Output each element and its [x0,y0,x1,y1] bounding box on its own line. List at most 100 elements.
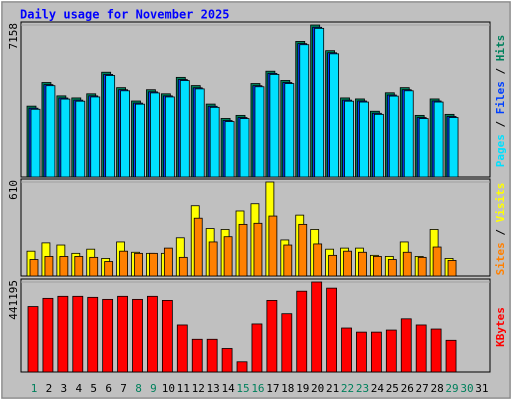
bar [281,313,293,373]
bar [221,348,233,373]
bar [283,244,293,277]
bar [89,256,99,277]
x-tick-label: 7 [120,382,127,395]
legend: Sites / Visits [494,183,507,276]
bar [117,295,128,373]
bar [224,121,235,178]
legend-separator: / [494,61,507,81]
x-tick-label: 27 [416,382,429,395]
bar [208,241,218,277]
bar [447,260,457,277]
legend-entry: Hits [494,35,507,62]
y-tick-label: 441195 [7,280,20,320]
x-tick-label: 30 [460,382,473,395]
x-tick-label: 23 [356,382,369,395]
bar [448,117,459,178]
y-tick-label: 7158 [7,23,20,50]
x-tick-label: 20 [311,382,324,395]
legend-entry: Visits [494,183,507,223]
x-tick-label: 14 [221,382,235,395]
x-tick-label: 28 [430,382,443,395]
bar [72,295,84,373]
x-tick-label: 19 [296,382,309,395]
bar [60,98,71,178]
x-tick-label: 6 [105,382,112,395]
bar [105,75,116,178]
x-tick-label: 4 [75,382,82,395]
bar [150,92,160,178]
legend: Pages / Files / Hits [494,35,507,168]
x-tick-label: 8 [135,382,142,395]
legend-entry: Files [494,81,507,114]
bar [238,223,248,277]
bar [194,88,205,178]
bar [236,361,248,373]
bar [206,338,218,373]
bar [135,103,145,178]
bar [119,250,128,277]
x-tick-label: 25 [386,382,399,395]
y-tick-label: 610 [7,180,20,200]
bar [402,251,412,277]
bar [104,261,114,277]
bar [251,323,263,373]
bar [358,251,367,277]
bar [415,324,427,373]
bar [254,86,265,178]
x-tick-label: 29 [445,382,458,395]
bar [329,53,340,178]
x-tick-label: 12 [192,382,205,395]
bar [191,338,203,373]
bar [42,297,54,373]
bar [388,95,399,178]
bar [27,306,39,373]
legend-entry: Pages [494,134,507,167]
x-tick-label: 24 [371,382,385,395]
bar [284,83,295,178]
legend-entry: Sites [494,242,507,275]
bar [433,101,444,178]
legend: KBytes [494,307,507,347]
bar [74,256,84,277]
bar [163,247,173,277]
x-tick-label: 2 [46,382,53,395]
x-tick-label: 15 [236,382,249,395]
bar [372,256,382,277]
x-tick-label: 18 [281,382,294,395]
bar [417,256,427,277]
bar [178,256,188,277]
bar [445,339,457,373]
bar [269,74,280,178]
bar [313,243,323,277]
legend-separator: / [494,222,507,242]
bar [385,329,397,373]
bar [29,259,39,277]
bar [268,215,278,277]
bar [45,85,56,178]
bar [147,295,158,373]
x-tick-label: 31 [475,382,488,395]
bar [326,287,338,373]
bar [59,256,69,277]
legend-separator: / [494,114,507,134]
bar [387,259,397,277]
bar [239,118,250,178]
bar [253,222,263,277]
bar [314,27,325,178]
bar [209,106,220,178]
bar [328,254,338,277]
x-tick-label: 11 [177,382,190,395]
legend-entry: KBytes [494,307,507,347]
bar [176,324,188,373]
bar [418,118,429,178]
x-tick-label: 1 [31,382,38,395]
bar [373,113,384,178]
bar [161,299,173,373]
bar [134,252,143,277]
x-tick-label: 16 [251,382,264,395]
bar [90,96,101,178]
bar [87,296,99,373]
